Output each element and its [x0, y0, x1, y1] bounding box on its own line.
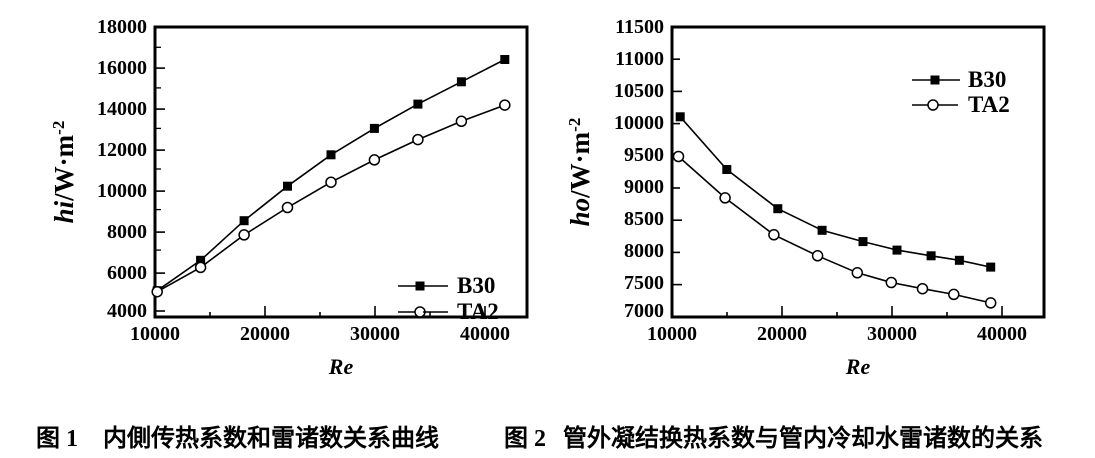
svg-text:20000: 20000 — [240, 323, 290, 345]
svg-text:30000: 30000 — [867, 323, 917, 345]
svg-text:hi/W·m-2: hi/W·m-2 — [49, 121, 79, 224]
svg-text:6000: 6000 — [107, 262, 147, 284]
svg-text:7500: 7500 — [624, 272, 664, 294]
svg-text:7000: 7000 — [624, 300, 664, 322]
svg-text:30000: 30000 — [350, 323, 400, 345]
svg-text:16000: 16000 — [97, 57, 147, 79]
svg-text:9500: 9500 — [624, 144, 664, 166]
svg-text:4000: 4000 — [107, 300, 147, 322]
svg-text:10000: 10000 — [614, 112, 664, 134]
svg-text:14000: 14000 — [97, 98, 147, 120]
svg-text:图 1: 图 1 — [36, 425, 78, 452]
svg-text:10500: 10500 — [614, 80, 664, 102]
svg-text:40000: 40000 — [460, 323, 510, 345]
svg-text:18000: 18000 — [97, 16, 147, 38]
svg-text:20000: 20000 — [757, 323, 807, 345]
svg-text:ho/W·m-2: ho/W·m-2 — [565, 118, 595, 227]
svg-text:8500: 8500 — [624, 208, 664, 230]
svg-text:TA2: TA2 — [968, 92, 1010, 117]
svg-text:8000: 8000 — [624, 240, 664, 262]
svg-text:内側传热系数和雷诸数关系曲线: 内側传热系数和雷诸数关系曲线 — [103, 425, 439, 452]
svg-text:B30: B30 — [968, 67, 1006, 92]
svg-text:Re: Re — [328, 354, 354, 379]
svg-text:11000: 11000 — [615, 48, 664, 70]
svg-text:图 2: 图 2 — [504, 425, 546, 452]
svg-text:11500: 11500 — [615, 16, 664, 38]
svg-text:12000: 12000 — [97, 139, 147, 161]
svg-text:40000: 40000 — [977, 323, 1027, 345]
svg-text:8000: 8000 — [107, 221, 147, 243]
svg-text:TA2: TA2 — [457, 299, 499, 324]
svg-text:Re: Re — [845, 354, 871, 379]
svg-text:10000: 10000 — [130, 323, 180, 345]
svg-text:10000: 10000 — [647, 323, 697, 345]
svg-text:管外凝结换热系数与管内冷却水雷诸数的关系: 管外凝结换热系数与管内冷却水雷诸数的关系 — [563, 424, 1043, 452]
svg-text:9000: 9000 — [624, 176, 664, 198]
svg-text:B30: B30 — [457, 273, 495, 298]
svg-text:10000: 10000 — [97, 180, 147, 202]
